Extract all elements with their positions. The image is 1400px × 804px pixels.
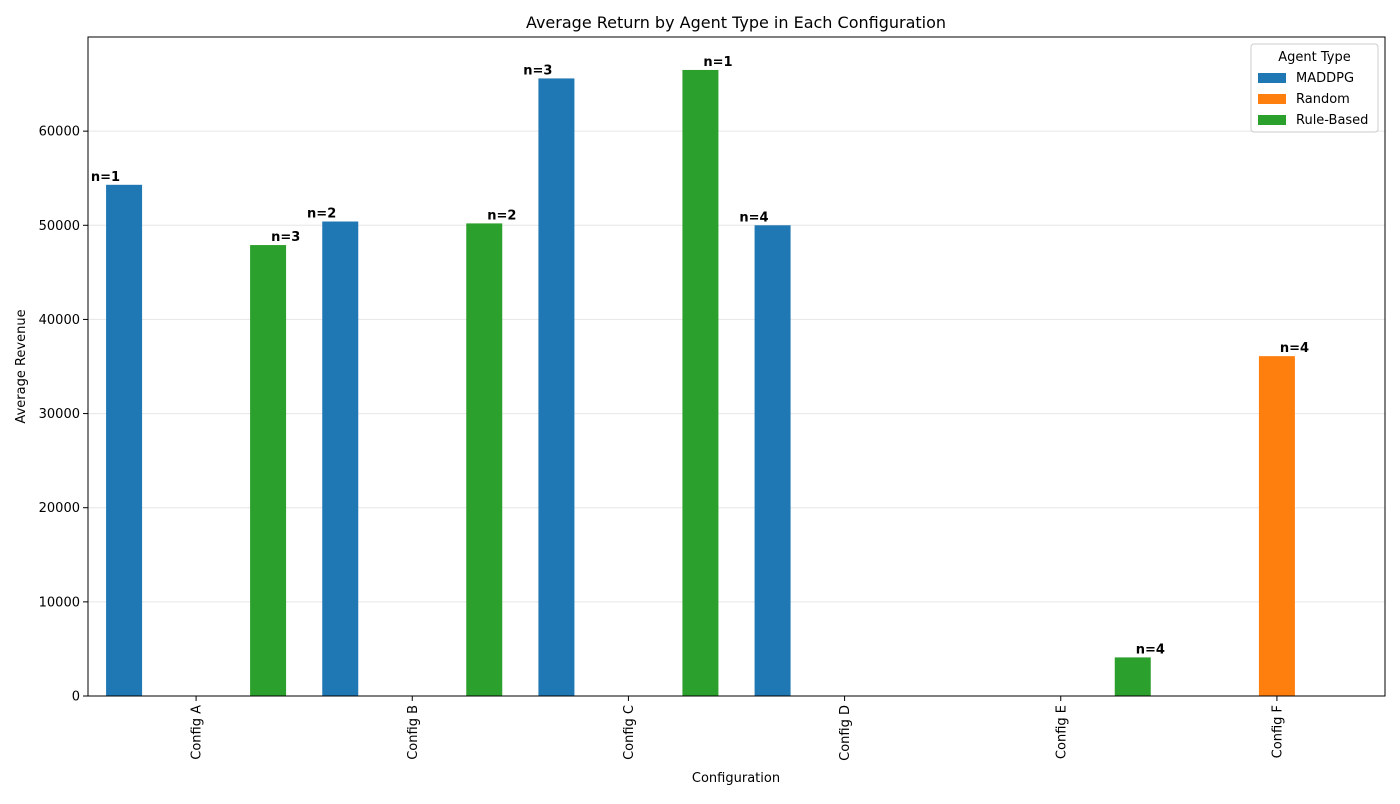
legend-title: Agent Type bbox=[1278, 50, 1350, 65]
x-axis-ticks: Config A Config B Config C Config D Config E… bbox=[190, 696, 1285, 761]
legend: Agent Type MADDPG Random Rule-Based bbox=[1250, 43, 1379, 133]
bar-count-label: n=4 bbox=[739, 210, 768, 225]
legend-label: Random bbox=[1296, 92, 1350, 107]
legend-items: MADDPG Random Rule-Based bbox=[1258, 71, 1368, 128]
x-tick-label: Config E bbox=[1054, 705, 1069, 759]
y-tick-label: 30000 bbox=[39, 407, 80, 422]
bar-labels: n=1 n=2 n=3 n=4 n=4 n=3 n=2 n=1 n=4 bbox=[91, 55, 1309, 657]
bars bbox=[106, 69, 1295, 697]
y-tick-label: 10000 bbox=[39, 595, 80, 610]
x-tick-label: Config A bbox=[190, 705, 205, 760]
legend-box bbox=[1250, 43, 1379, 133]
x-axis-title: Configuration bbox=[692, 771, 780, 786]
bar-count-label: n=2 bbox=[487, 208, 516, 223]
bar-count-label: n=1 bbox=[703, 55, 732, 70]
bar-count-label: n=3 bbox=[523, 63, 552, 78]
bar-maddpg bbox=[538, 78, 575, 697]
legend-swatch bbox=[1258, 73, 1286, 83]
chart-title: Average Return by Agent Type in Each Con… bbox=[526, 13, 946, 32]
bar-rule-based bbox=[466, 223, 503, 696]
bar-count-label: n=1 bbox=[91, 170, 120, 185]
y-axis-title: Average Revenue bbox=[14, 309, 29, 423]
bar-random bbox=[1258, 356, 1295, 696]
y-tick-label: 50000 bbox=[39, 219, 80, 234]
grid-lines bbox=[88, 130, 1385, 697]
y-axis-ticks: 0 10000 20000 30000 40000 50000 60000 bbox=[39, 125, 88, 705]
y-tick-label: 40000 bbox=[39, 313, 80, 328]
plot-frame bbox=[87, 36, 1386, 697]
y-tick-label: 60000 bbox=[39, 125, 80, 140]
bar-count-label: n=4 bbox=[1136, 642, 1165, 657]
bar-count-label: n=2 bbox=[307, 207, 336, 222]
x-tick-label: Config B bbox=[406, 705, 421, 760]
legend-label: Rule-Based bbox=[1296, 113, 1368, 128]
bar-count-label: n=3 bbox=[271, 230, 300, 245]
bar-rule-based bbox=[250, 245, 287, 696]
bar-count-label: n=4 bbox=[1280, 341, 1309, 356]
x-tick-label: Config F bbox=[1270, 705, 1285, 758]
bar-maddpg bbox=[322, 221, 359, 696]
x-tick-label: Config C bbox=[622, 705, 637, 760]
legend-swatch bbox=[1258, 94, 1286, 104]
legend-swatch bbox=[1258, 115, 1286, 125]
y-tick-label: 20000 bbox=[39, 501, 80, 516]
legend-label: MADDPG bbox=[1296, 71, 1354, 86]
bar-rule-based bbox=[682, 69, 719, 696]
y-tick-label: 0 bbox=[72, 690, 80, 705]
bar-maddpg bbox=[106, 184, 143, 696]
x-tick-label: Config D bbox=[838, 705, 853, 761]
bar-maddpg bbox=[754, 225, 791, 697]
bar-rule-based bbox=[1114, 657, 1151, 696]
